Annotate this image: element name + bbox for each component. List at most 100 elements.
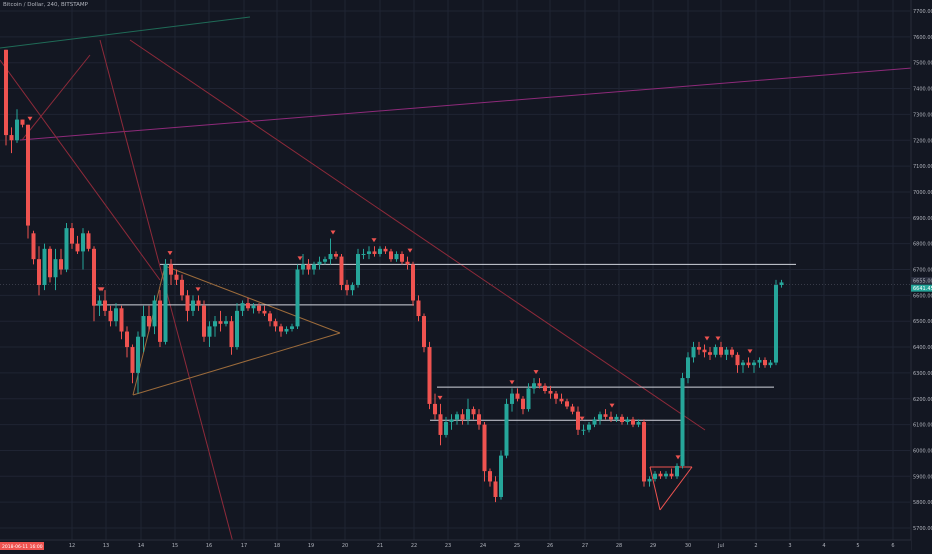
candle-down [400,251,404,265]
candle-body [163,264,168,342]
candle-down [708,347,712,360]
candle-up [290,323,294,332]
candle-down [383,246,388,254]
candle-up [323,256,327,265]
candle-up [752,359,756,373]
candle-up [312,261,316,275]
x-axis-panel [0,540,911,550]
arrow-marker [195,287,201,292]
candle-body [427,347,432,404]
candle-up [774,279,778,366]
candle-body [158,300,162,342]
purple-trendline [19,67,913,141]
candle-body [532,383,536,389]
candle-up [444,416,448,438]
high-price-tag [911,277,932,285]
candle-body [724,349,729,355]
candle-body [537,383,542,386]
candle-up [713,344,718,358]
candle-down [735,352,740,373]
horizontal-levels [0,263,910,421]
candle-body [554,393,558,399]
y-tick-label: 7600.00 [913,35,932,41]
candle-body [416,300,421,317]
candle-body [493,481,498,497]
candle-up [581,424,586,435]
candle-up [295,264,300,329]
candle-down [334,251,338,260]
candle-body [9,135,14,141]
candle-down [576,406,580,435]
candle-down [125,326,129,358]
candle-up [614,414,619,423]
chart-title: Bitcoin / Dollar, 240, BITSTAMP [3,2,88,8]
candle-down [268,310,272,327]
x-tick-label: 26 [547,543,553,549]
candle-down [345,279,349,296]
candle-down [4,49,8,146]
candle-body [389,251,393,260]
candle-body [372,251,377,254]
candle-body [229,321,234,348]
candle-up [636,419,641,428]
candle-body [180,279,184,296]
arrow-marker [609,403,615,408]
red-trendline-4 [21,54,91,141]
x-tick-label: 28 [616,543,622,549]
candle-up [664,471,668,479]
candle-down [169,259,173,286]
y-tick-label: 5800.00 [913,500,932,506]
candle-body [257,305,261,311]
candle-up [680,372,685,469]
candle-body [279,326,283,332]
arrow-marker [747,349,753,354]
candle-body [339,256,344,286]
candle-body [642,422,646,482]
candle-down [108,305,113,327]
candle-body [455,414,459,420]
candle-down [70,222,74,249]
arrow-marker [167,251,173,256]
candle-up [394,251,399,262]
x-tick-label: 24 [480,543,486,549]
triangle-lower [132,332,341,396]
candle-up [510,388,514,412]
arrow-marker [509,380,515,385]
last-price-label: 6641.45 [913,286,932,292]
candle-down [493,476,498,503]
candle-down [460,409,465,425]
candle-body [185,295,190,311]
candle-body [31,233,36,260]
green-trendline [0,16,251,49]
candle-down [180,274,184,301]
candle-body [81,233,85,252]
candle-body [152,300,157,327]
candle-body [614,416,619,420]
candle-body [768,362,773,366]
last-price-tag [911,284,932,292]
candle-body [251,305,256,309]
candle-body [114,308,118,322]
x-tick-label: 12 [69,543,75,549]
x-tick-label: 25 [514,543,520,549]
candle-body [746,362,751,366]
candle-body [356,253,360,286]
candle-body [103,300,107,311]
candle-body [680,378,685,466]
candle-body [438,414,443,435]
arrow-marker [330,230,336,235]
candle-up [367,246,371,260]
x-tick-label: 15 [172,543,178,549]
candle-body [59,259,63,270]
candle-body [312,264,316,270]
y-tick-label: 7300.00 [913,112,932,118]
arrow-marker [715,336,721,341]
y-tick-label: 6800.00 [913,242,932,248]
candle-down [422,313,426,353]
candle-down [262,305,267,317]
candle-up [625,416,630,425]
candle-down [697,341,701,355]
candle-down [218,310,223,332]
